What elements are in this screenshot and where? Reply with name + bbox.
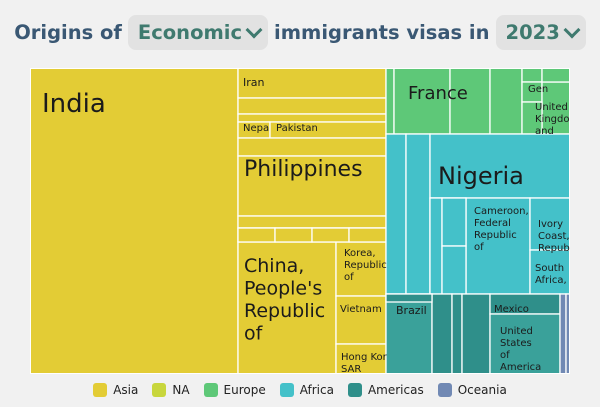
treemap-label: India — [42, 89, 106, 119]
cell-africa-small[interactable] — [441, 197, 467, 247]
legend-item-africa[interactable]: Africa — [279, 383, 334, 397]
legend-swatch — [203, 383, 218, 397]
treemap-label: United Kingdo and — [535, 102, 570, 137]
cell-asia-small[interactable] — [237, 227, 276, 243]
cell-usa[interactable] — [489, 313, 561, 374]
category-dropdown[interactable]: Economic — [127, 14, 269, 50]
legend-swatch — [437, 383, 452, 397]
legend-item-asia[interactable]: Asia — [93, 383, 138, 397]
cell-asia-small[interactable] — [237, 97, 387, 115]
title-middle: immigrants visas in — [274, 20, 490, 44]
legend-item-americas[interactable]: Americas — [347, 383, 424, 397]
chevron-down-icon — [563, 21, 581, 38]
legend-swatch — [152, 383, 167, 397]
treemap-label: Korea, Republic of — [344, 248, 387, 283]
treemap-label: Vietnam — [340, 304, 382, 315]
legend-label: Asia — [113, 383, 139, 397]
treemap-label: France — [408, 83, 468, 104]
treemap-label: Ivory Coast, Repub — [538, 219, 570, 254]
treemap-label: China, People's Republic of — [244, 255, 325, 345]
legend-label: Americas — [367, 383, 424, 397]
treemap-label: Philippines — [244, 157, 363, 182]
treemap-chart: India Iran Nepa Pakistan Philippines China, Pe… — [30, 68, 570, 374]
cell-cameroon[interactable] — [465, 197, 531, 295]
legend: Asia NA Europe Africa Americas Oceania — [0, 379, 600, 401]
treemap-label: South Africa, — [535, 263, 567, 286]
treemap-label: United States of America — [500, 326, 541, 373]
cell-india[interactable] — [30, 68, 239, 374]
legend-item-na[interactable]: NA — [152, 383, 190, 397]
cell-africa-small[interactable] — [385, 133, 407, 295]
cell-iran[interactable] — [237, 68, 387, 99]
treemap-label: Gen — [528, 84, 548, 95]
cell-asia-small[interactable] — [274, 227, 313, 243]
cell-oceania[interactable] — [559, 293, 567, 374]
cell-asia-small[interactable] — [311, 227, 350, 243]
legend-swatch — [347, 383, 362, 397]
cell-asia-small[interactable] — [348, 227, 387, 243]
cell-nigeria[interactable] — [429, 133, 570, 199]
legend-label: Africa — [299, 383, 334, 397]
treemap-label: Cameroon, Federal Republic of — [474, 206, 529, 253]
legend-label: Oceania — [457, 383, 507, 397]
cell-americas-small[interactable] — [431, 293, 453, 374]
cell-asia-small[interactable] — [237, 113, 387, 123]
treemap-label: Brazil — [396, 304, 427, 317]
cell-asia-small[interactable] — [237, 137, 387, 157]
title-prefix: Origins of — [14, 20, 122, 44]
cell-africa-small[interactable] — [405, 133, 431, 295]
cell-americas-small[interactable] — [451, 293, 463, 374]
treemap-label: Nepa — [243, 123, 269, 134]
cell-europe-small[interactable] — [385, 68, 395, 135]
chart-header: Origins of Economic immigrants visas in … — [0, 8, 600, 56]
category-value: Economic — [137, 20, 243, 44]
legend-item-europe[interactable]: Europe — [203, 383, 266, 397]
treemap-frame — [30, 68, 570, 374]
chevron-down-icon — [245, 21, 263, 38]
treemap-label: Nigeria — [438, 162, 524, 190]
legend-swatch — [93, 383, 108, 397]
cell-europe-small[interactable] — [521, 68, 543, 83]
legend-label: Europe — [223, 383, 266, 397]
cell-ivory-coast[interactable] — [529, 197, 570, 251]
treemap-label: Mexico — [494, 304, 529, 315]
treemap-label: Hong Kor SAR — [341, 352, 388, 374]
cell-south-africa[interactable] — [529, 249, 570, 295]
legend-item-oceania[interactable]: Oceania — [437, 383, 507, 397]
cell-americas-small[interactable] — [461, 293, 491, 374]
year-dropdown[interactable]: 2023 — [495, 14, 586, 50]
cell-americas-small[interactable] — [385, 293, 433, 303]
year-value: 2023 — [505, 20, 560, 44]
cell-brazil[interactable] — [385, 293, 433, 374]
cell-europe-small[interactable] — [541, 68, 570, 83]
legend-label: NA — [172, 383, 190, 397]
cell-asia-small[interactable] — [237, 215, 387, 229]
treemap-label: Iran — [243, 76, 265, 89]
cell-oceania-small[interactable] — [565, 293, 570, 374]
legend-swatch — [279, 383, 294, 397]
cell-hongkong[interactable] — [335, 343, 387, 374]
cell-africa-small[interactable] — [429, 197, 443, 295]
treemap-label: Pakistan — [276, 123, 318, 134]
cell-europe-small[interactable] — [489, 68, 523, 135]
cell-africa-small[interactable] — [441, 245, 467, 295]
